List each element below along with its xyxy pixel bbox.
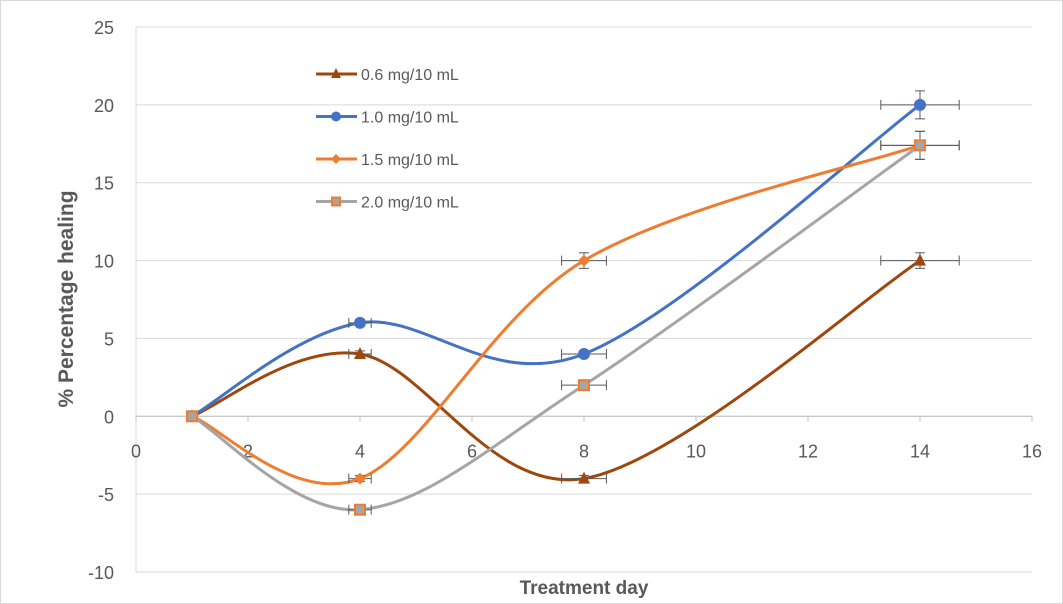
x-axis-label: Treatment day	[520, 578, 649, 599]
triangle-marker	[331, 68, 341, 78]
series-line	[191, 144, 921, 512]
square-marker	[914, 139, 926, 152]
diamond-marker	[331, 154, 341, 164]
legend-label: 0.6 mg/10 mL	[361, 67, 459, 84]
x-tick-label: 6	[467, 441, 477, 461]
triangle-marker	[578, 471, 590, 484]
circle-marker	[331, 111, 341, 122]
y-tick-label: -5	[98, 485, 114, 505]
y-tick-label: 20	[94, 96, 114, 116]
y-tick-label: 5	[104, 329, 114, 349]
x-tick-label: 14	[910, 441, 930, 461]
square-marker	[331, 196, 341, 207]
x-tick-label: 16	[1022, 441, 1042, 461]
y-axis-label: % Percentage healing	[55, 190, 78, 407]
circle-marker	[578, 348, 590, 360]
x-tick-label: 12	[798, 441, 818, 461]
x-tick-label: 0	[131, 441, 141, 461]
y-tick-label: 10	[94, 252, 114, 272]
y-tick-label: 15	[94, 174, 114, 194]
series-line	[191, 259, 921, 482]
diamond-marker	[578, 254, 590, 267]
series-line	[191, 143, 921, 486]
triangle-marker	[354, 347, 366, 359]
y-tick-label: -10	[88, 563, 114, 583]
square-marker	[186, 410, 198, 423]
x-tick-label: 10	[686, 441, 706, 461]
circle-marker	[354, 316, 366, 329]
x-tick-label: 4	[355, 441, 365, 461]
x-tick-label: 8	[579, 441, 589, 461]
square-marker	[578, 379, 590, 392]
legend-label: 2.0 mg/10 mL	[361, 195, 459, 212]
y-tick-label: 0	[104, 407, 114, 427]
circle-marker	[914, 98, 926, 111]
diamond-marker	[354, 472, 366, 485]
triangle-marker	[914, 253, 926, 266]
legend-label: 1.5 mg/10 mL	[361, 152, 459, 169]
series-line	[191, 103, 921, 418]
y-tick-label: 25	[94, 18, 114, 38]
square-marker	[354, 503, 366, 516]
legend-label: 1.0 mg/10 mL	[361, 110, 459, 127]
